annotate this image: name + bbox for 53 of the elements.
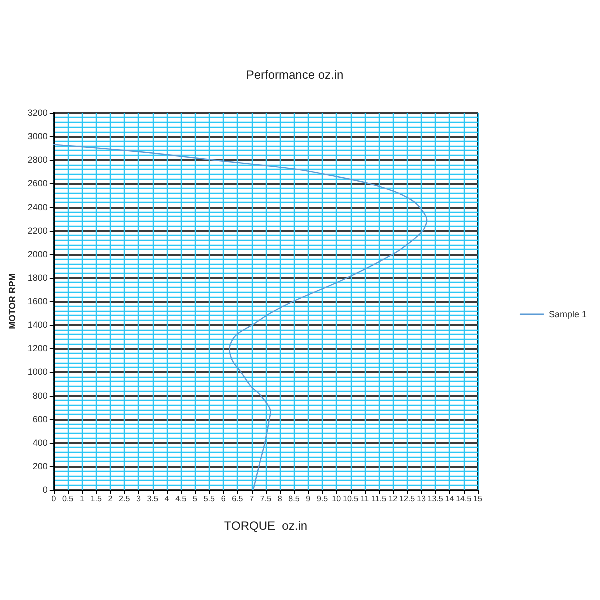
x-tick-label: 12	[388, 494, 398, 504]
x-tick-label: 8.5	[288, 494, 300, 504]
x-tick-label: 15	[474, 494, 483, 504]
x-tick-label: 5.5	[204, 494, 216, 504]
y-tick-label: 2400	[28, 202, 48, 212]
x-tick-label: 9	[306, 494, 312, 504]
x-tick-label: 0.5	[62, 494, 74, 504]
x-tick-label: 6	[221, 494, 226, 504]
x-tick-label: 13	[417, 494, 426, 504]
y-tick-label: 2000	[28, 249, 48, 260]
x-axis-title: TORQUE oz.in	[224, 519, 308, 533]
x-tick-label: 2.5	[119, 494, 131, 504]
x-tick-label: 14.5	[456, 494, 472, 504]
y-tick-label: 400	[32, 438, 48, 448]
x-tick-label: 4.5	[176, 494, 188, 504]
legend-label: Sample 1	[548, 310, 588, 320]
x-tick-label: 2	[108, 494, 114, 504]
x-tick-label: 7	[250, 494, 255, 504]
y-tick-label: 0	[42, 485, 48, 495]
x-tick-label: 5	[193, 494, 198, 504]
y-axis-title: MOTOR RPM	[8, 274, 18, 330]
x-tick-label: 10.5	[342, 494, 360, 504]
x-tick-label: 9.5	[316, 494, 329, 504]
x-tick-label: 11.5	[372, 494, 388, 504]
y-tick-label: 1200	[28, 344, 48, 354]
x-tick-label: 0	[52, 494, 57, 504]
chart-title: Performance oz.in	[246, 68, 344, 82]
x-tick-label: 14	[445, 494, 455, 504]
x-tick-label: 1	[80, 494, 85, 504]
y-tick-label: 1400	[28, 320, 48, 330]
y-tick-label: 1600	[28, 296, 48, 306]
y-tick-label: 2200	[28, 226, 48, 236]
x-tick-label: 12.5	[400, 494, 416, 504]
x-tick-label: 13.5	[428, 494, 444, 504]
x-tick-label: 6.5	[232, 494, 244, 504]
x-tick-label: 11	[360, 494, 370, 504]
x-tick-label: 7.5	[260, 494, 272, 504]
y-tick-label: 1800	[28, 272, 48, 283]
y-tick-label: 1000	[28, 367, 48, 378]
x-tick-label: 4	[164, 494, 170, 504]
x-tick-label: 8	[278, 494, 283, 504]
y-tick-label: 3000	[28, 132, 48, 142]
x-tick-label: 1.5	[90, 494, 102, 504]
y-tick-label: 600	[32, 414, 48, 424]
y-tick-label: 800	[32, 390, 48, 401]
x-tick-label: 3.5	[147, 494, 159, 504]
y-tick-label: 2600	[28, 178, 48, 189]
y-tick-label: 200	[32, 461, 48, 472]
y-tick-label: 3200	[28, 108, 48, 118]
y-tick-label: 2800	[28, 155, 48, 166]
x-tick-label: 3	[136, 494, 142, 504]
x-tick-label: 10	[332, 494, 342, 504]
line-series	[53, 144, 428, 491]
